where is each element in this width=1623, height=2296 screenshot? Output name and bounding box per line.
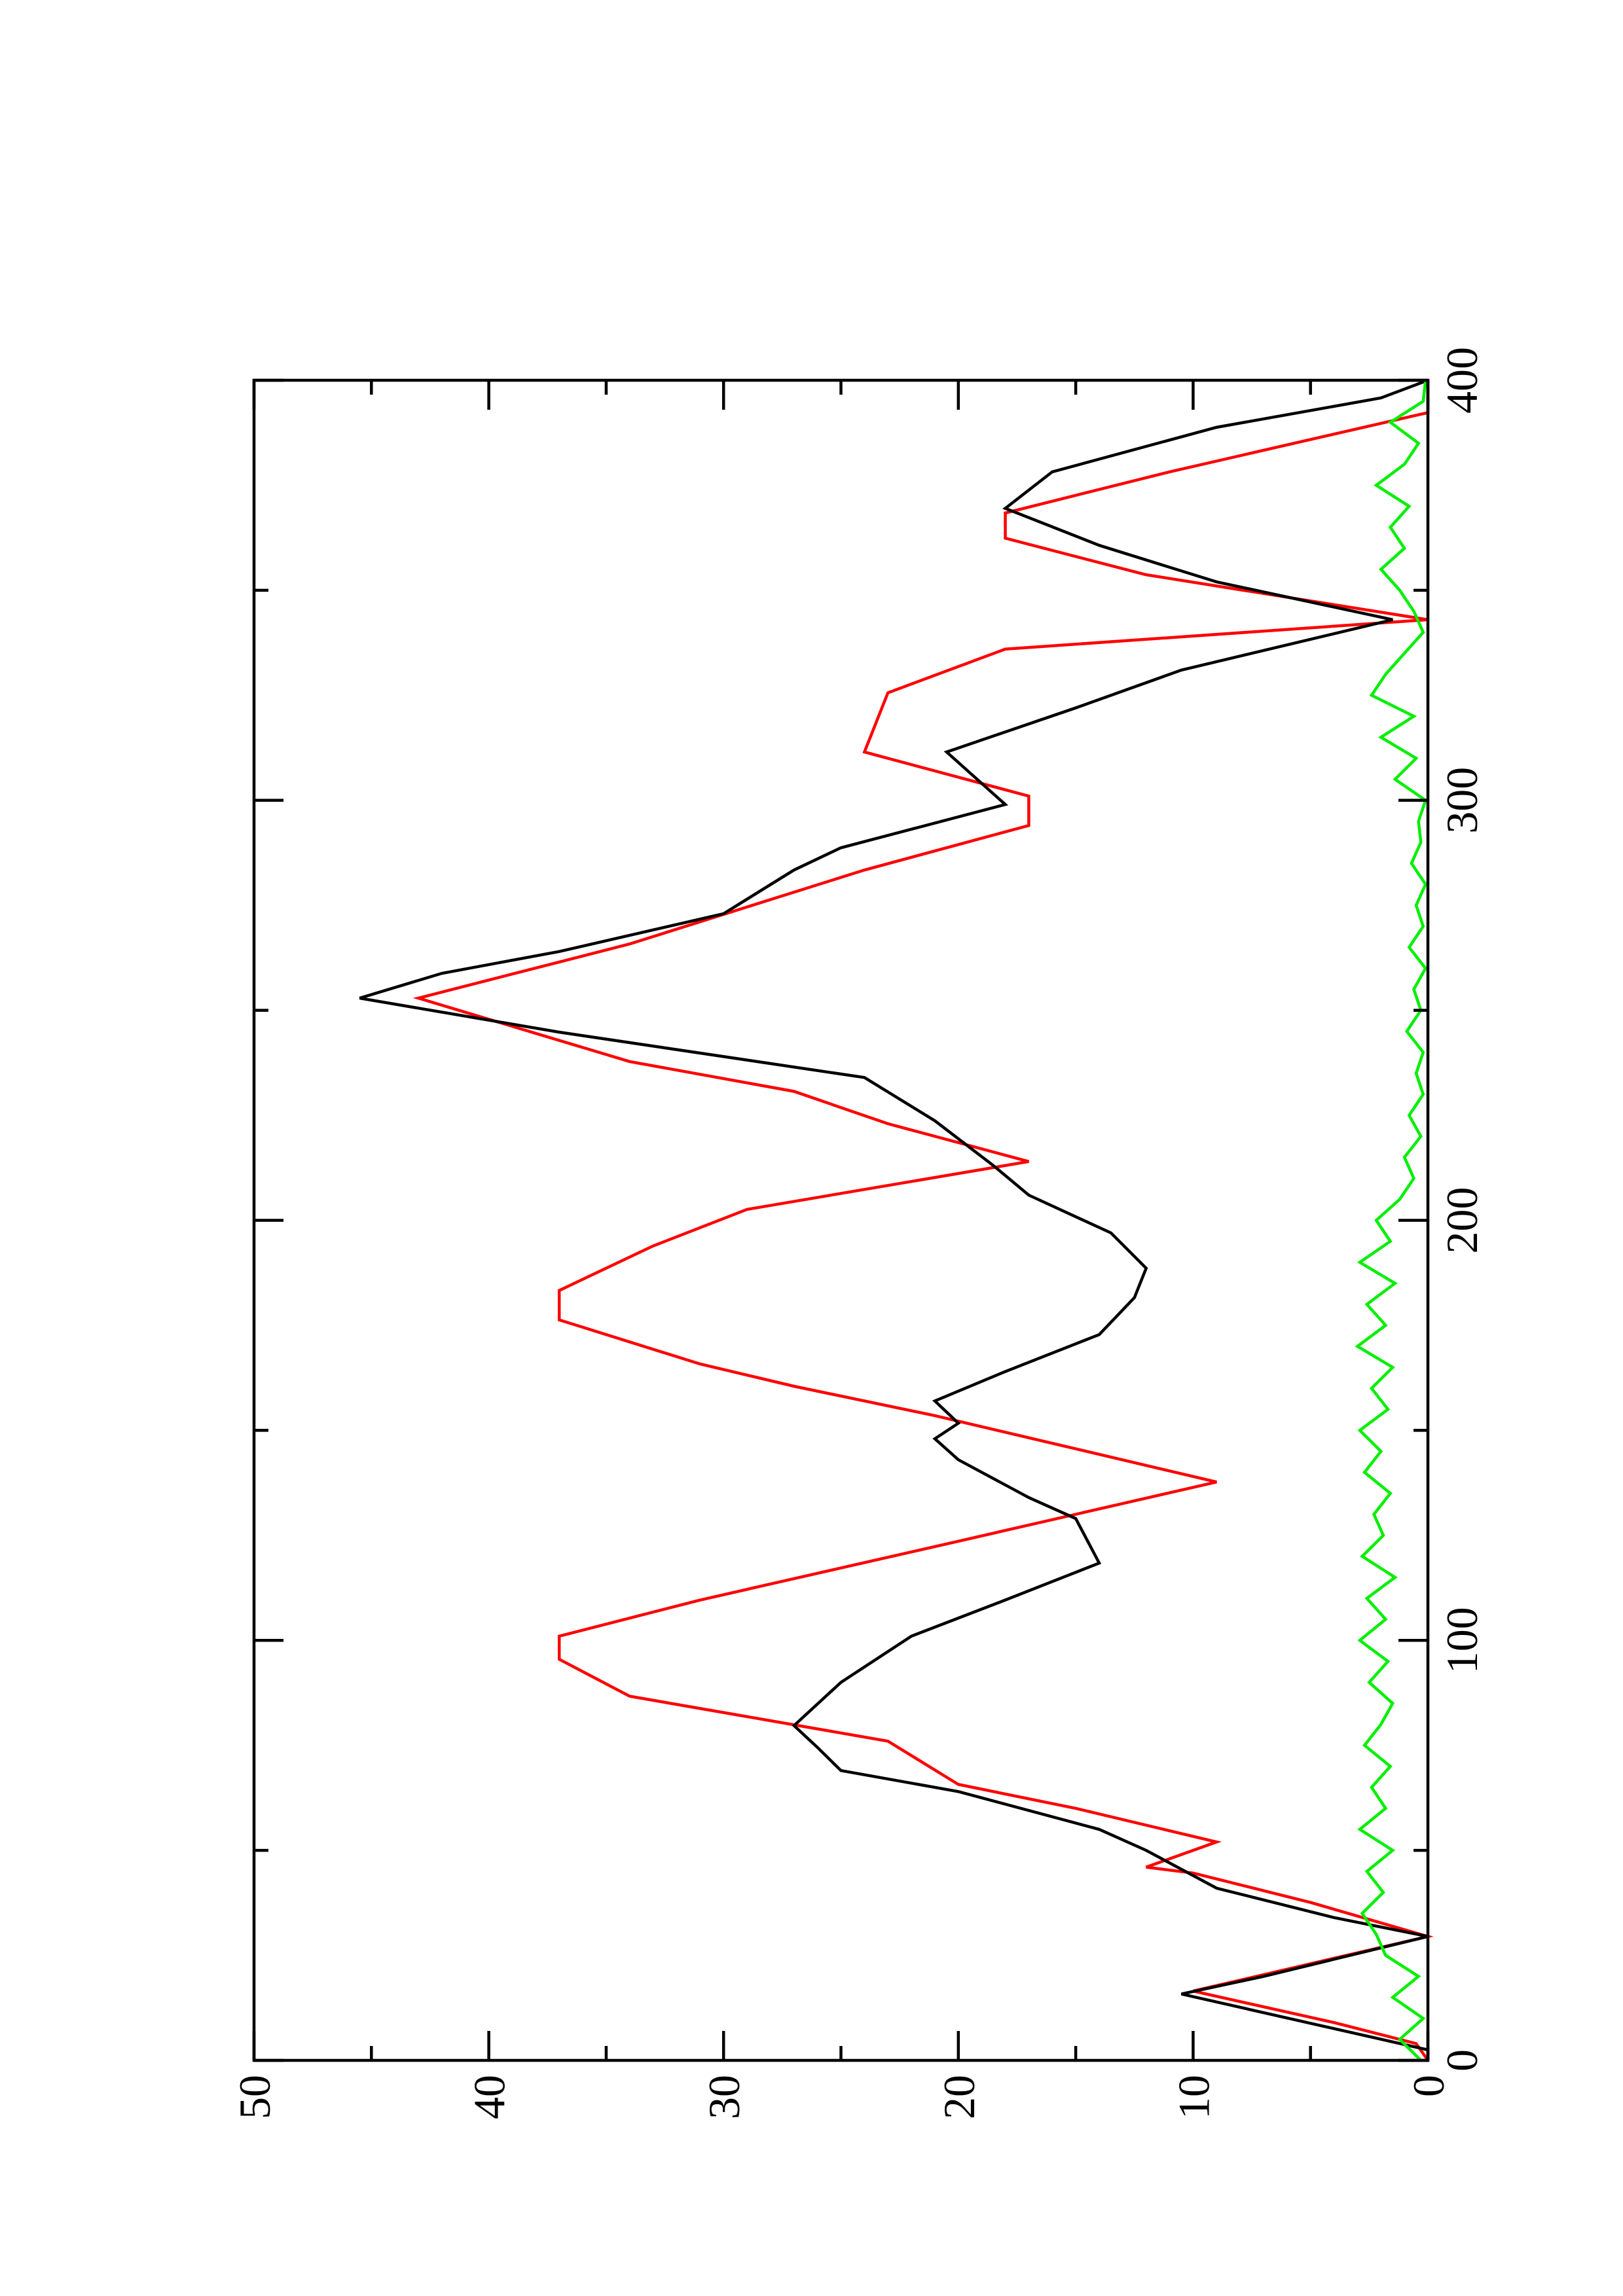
y-tick-label: 10 <box>1169 2075 1218 2119</box>
x-tick-label: 100 <box>1437 1607 1487 1674</box>
data-line <box>359 378 1430 2060</box>
y-tick-label: 30 <box>699 2075 749 2119</box>
x-tick-label: 200 <box>1437 1187 1487 1254</box>
x-tick-label: 0 <box>1437 2049 1487 2072</box>
data-line <box>1355 380 1428 2062</box>
y-tick-label: 50 <box>230 2075 280 2119</box>
data-line <box>412 380 1434 2062</box>
x-tick-label: 300 <box>1437 767 1487 834</box>
y-tick-label: 0 <box>1404 2075 1453 2097</box>
rotated-plot: 0 100 200 300 400 0 10 20 30 40 50 <box>230 347 1487 2119</box>
x-tick-label: 400 <box>1437 347 1487 414</box>
y-tick-label: 40 <box>465 2075 515 2119</box>
y-tick-label: 20 <box>934 2075 984 2119</box>
